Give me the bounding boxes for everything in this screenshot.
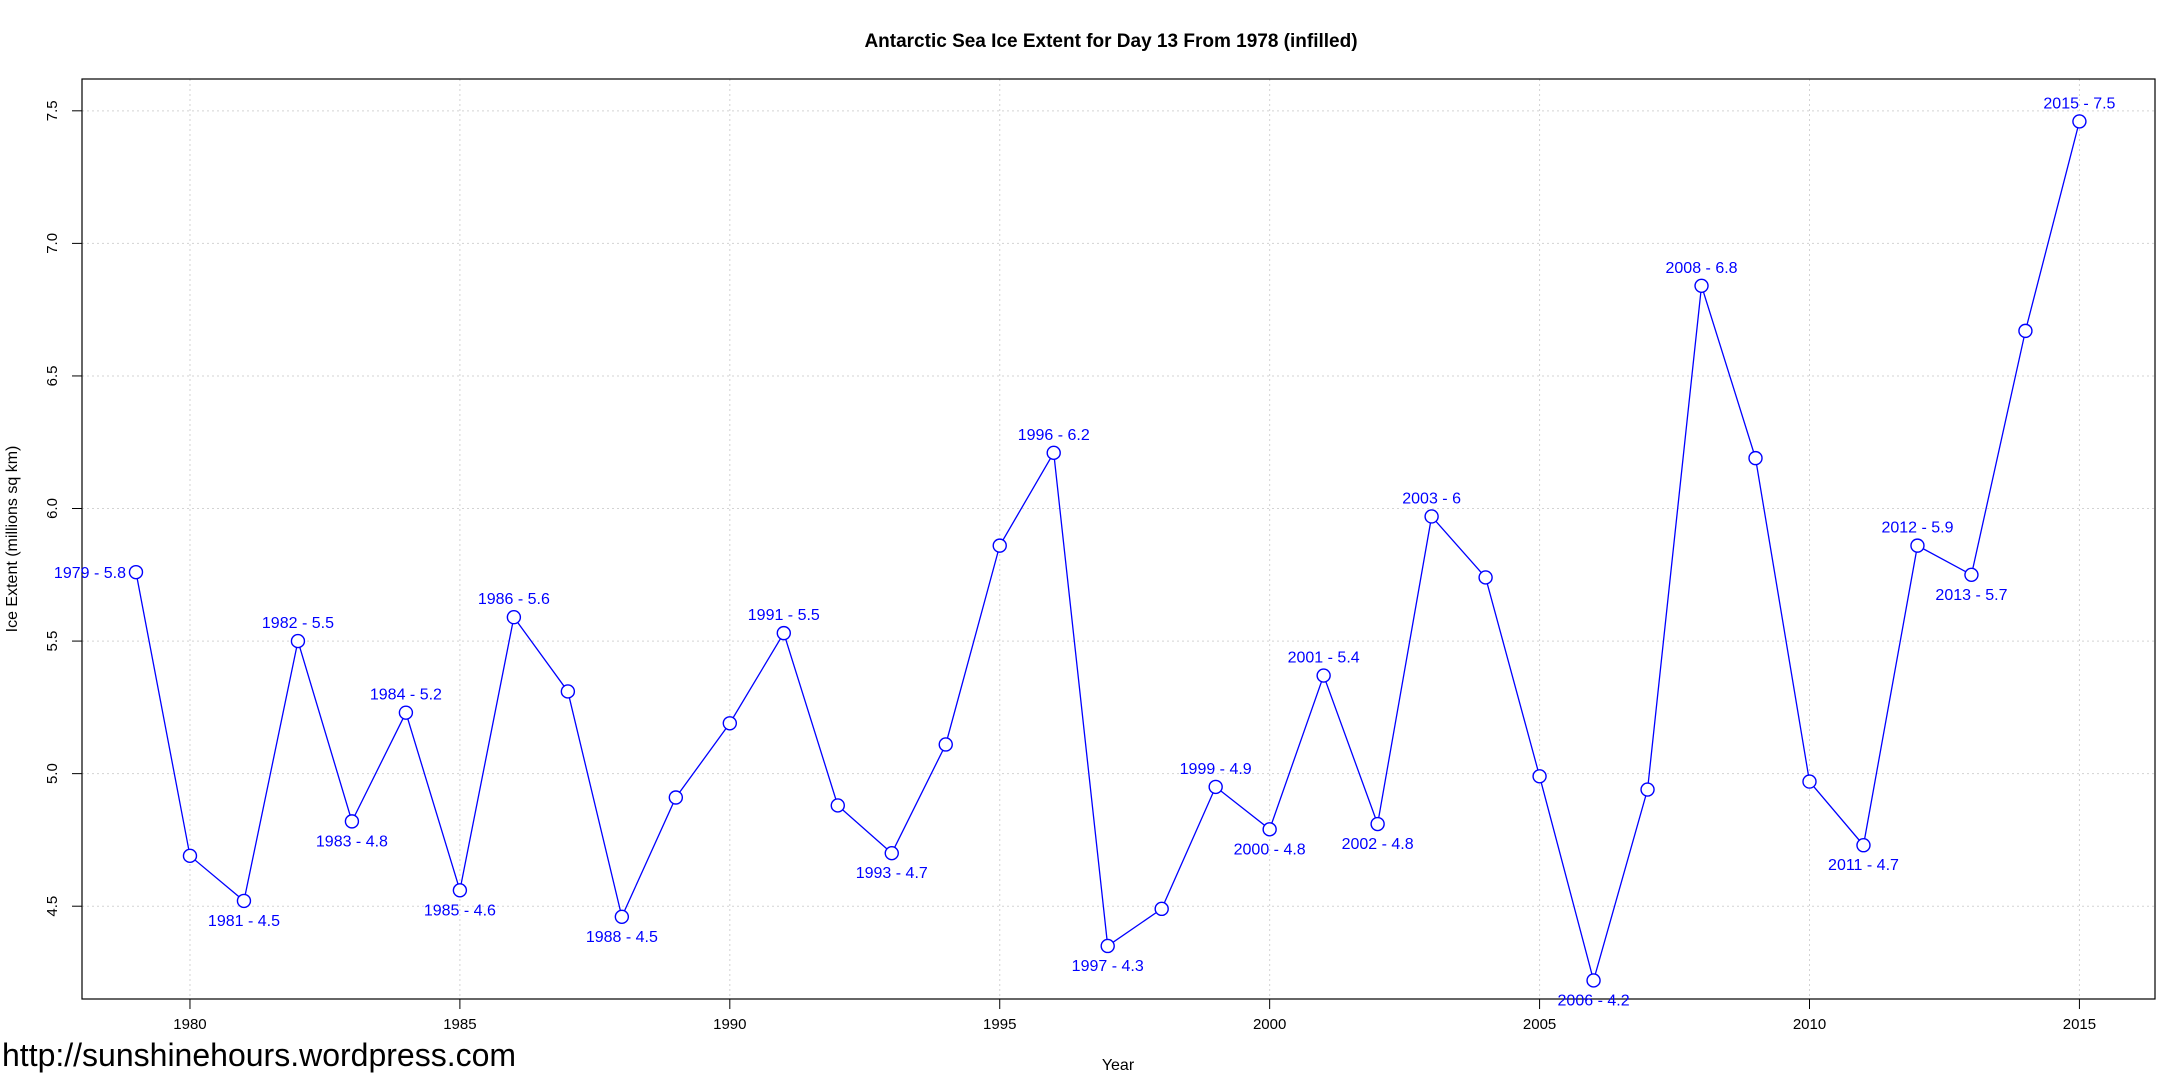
data-point-2000	[1262, 822, 1277, 837]
data-label-1982: 1982 - 5.5	[262, 615, 334, 632]
data-points	[128, 114, 2087, 988]
data-point-1980	[182, 848, 198, 864]
data-point-1984	[398, 705, 414, 720]
data-label-2012: 2012 - 5.9	[1881, 520, 1953, 537]
data-label-2013: 2013 - 5.7	[1935, 587, 2007, 604]
data-point-1990	[722, 716, 738, 731]
data-label-1979: 1979 - 5.8	[54, 565, 126, 582]
data-point-2002	[1370, 816, 1385, 832]
y-tick-label: 6.0	[44, 498, 61, 519]
data-point-1988	[614, 909, 630, 925]
data-label-1983: 1983 - 4.8	[316, 833, 388, 850]
data-label-2001: 2001 - 5.4	[1288, 650, 1360, 667]
x-tick-label: 2000	[1253, 1016, 1286, 1033]
data-point-1981	[236, 893, 252, 909]
y-tick-label: 7.5	[44, 100, 61, 121]
data-point-2006	[1586, 973, 1601, 988]
y-tick-label: 6.5	[44, 366, 61, 387]
data-point-1997	[1100, 938, 1115, 954]
data-label-1984: 1984 - 5.2	[370, 687, 442, 704]
data-point-1986	[506, 610, 522, 625]
data-point-2007	[1640, 782, 1655, 797]
x-axis-label: Year	[1102, 1057, 1135, 1074]
y-axis-label: Ice Extent (millions sq km)	[4, 446, 21, 633]
x-tick-label: 1990	[713, 1016, 746, 1033]
data-label-1996: 1996 - 6.2	[1018, 427, 1090, 444]
y-tick-label: 5.5	[44, 631, 61, 652]
data-label-1999: 1999 - 4.9	[1180, 761, 1252, 778]
data-point-2004	[1478, 570, 1493, 585]
data-point-1994	[938, 737, 953, 752]
data-point-2008	[1694, 278, 1709, 294]
data-point-2012	[1910, 538, 1925, 553]
x-tick-label: 1985	[443, 1016, 476, 1033]
data-point-2015	[2072, 114, 2087, 129]
x-tick-label: 2005	[1523, 1016, 1556, 1033]
data-point-1987	[560, 684, 576, 699]
data-point-2003	[1424, 509, 1439, 524]
data-point-1982	[290, 633, 306, 649]
data-label-2008: 2008 - 6.8	[1666, 260, 1738, 277]
series-line	[135, 121, 2081, 983]
source-url: http://sunshinehours.wordpress.com	[2, 1037, 517, 1073]
data-label-1986: 1986 - 5.6	[478, 591, 550, 608]
y-axis: 4.5 5.0 5.5 6.0 6.5 7.0 7.5	[44, 100, 82, 917]
data-labels: 1979 - 5.8 1981 - 4.5 1982 - 5.5 1983 - 4.8…	[54, 95, 2116, 1009]
data-label-2015: 2015 - 7.5	[2043, 95, 2115, 112]
data-label-1985: 1985 - 4.6	[424, 902, 496, 919]
x-tick-label: 1995	[983, 1016, 1016, 1033]
data-point-2001	[1316, 668, 1331, 683]
data-point-1995	[992, 538, 1007, 553]
data-label-1988: 1988 - 4.5	[586, 929, 658, 946]
data-point-2013	[1964, 567, 1979, 582]
y-tick-label: 5.0	[44, 763, 61, 784]
data-label-2011: 2011 - 4.7	[1828, 857, 1899, 874]
data-label-1997: 1997 - 4.3	[1072, 958, 1144, 975]
data-point-1991	[776, 625, 791, 641]
data-point-1998	[1154, 901, 1169, 917]
plot-frame	[81, 78, 2156, 1000]
x-tick-label: 2010	[1793, 1016, 1826, 1033]
data-point-2005	[1532, 769, 1547, 784]
chart-title: Antarctic Sea Ice Extent for Day 13 From…	[864, 31, 1357, 52]
data-point-2009	[1748, 450, 1763, 466]
data-point-2010	[1802, 774, 1817, 789]
data-point-1993	[884, 845, 899, 861]
x-tick-label: 1980	[173, 1016, 206, 1033]
data-point-1979	[128, 564, 144, 580]
data-point-1983	[344, 814, 360, 829]
data-label-2000: 2000 - 4.8	[1234, 841, 1306, 858]
y-tick-label: 7.0	[44, 233, 61, 254]
data-point-1999	[1208, 779, 1223, 795]
data-point-1996	[1046, 445, 1061, 461]
data-label-2003: 2003 - 6	[1402, 490, 1461, 507]
x-tick-label: 2015	[2063, 1016, 2096, 1033]
data-point-1992	[830, 798, 845, 813]
data-point-2011	[1856, 838, 1871, 853]
data-point-1989	[668, 790, 684, 805]
data-point-2014	[2018, 323, 2033, 339]
y-tick-label: 4.5	[44, 896, 61, 917]
x-axis: 1980 1985 1990 1995 2000 2005 2010 2015	[173, 999, 2096, 1033]
data-label-1993: 1993 - 4.7	[856, 865, 928, 882]
data-label-2006: 2006 - 4.2	[1558, 992, 1630, 1009]
data-point-1985	[452, 883, 468, 898]
data-label-2002: 2002 - 4.8	[1342, 836, 1414, 853]
data-label-1981: 1981 - 4.5	[208, 913, 280, 930]
data-label-1991: 1991 - 5.5	[748, 607, 820, 624]
